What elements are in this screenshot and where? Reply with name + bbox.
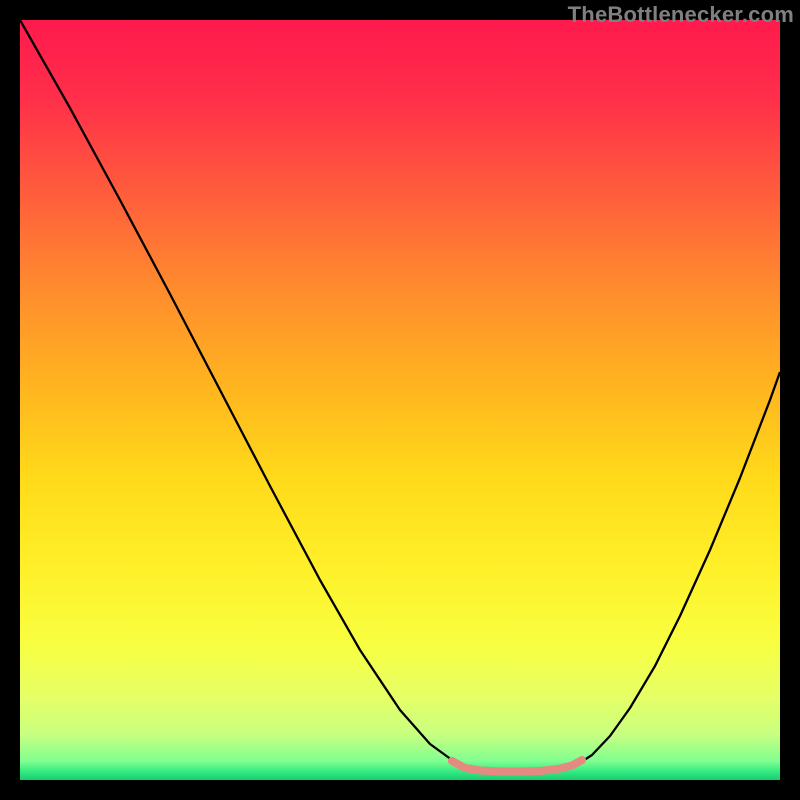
chart-frame: TheBottlenecker.com: [0, 0, 800, 800]
watermark-text: TheBottlenecker.com: [568, 2, 794, 28]
plot-area: [20, 20, 780, 780]
bottleneck-chart: [20, 20, 780, 780]
gradient-background: [20, 20, 780, 780]
